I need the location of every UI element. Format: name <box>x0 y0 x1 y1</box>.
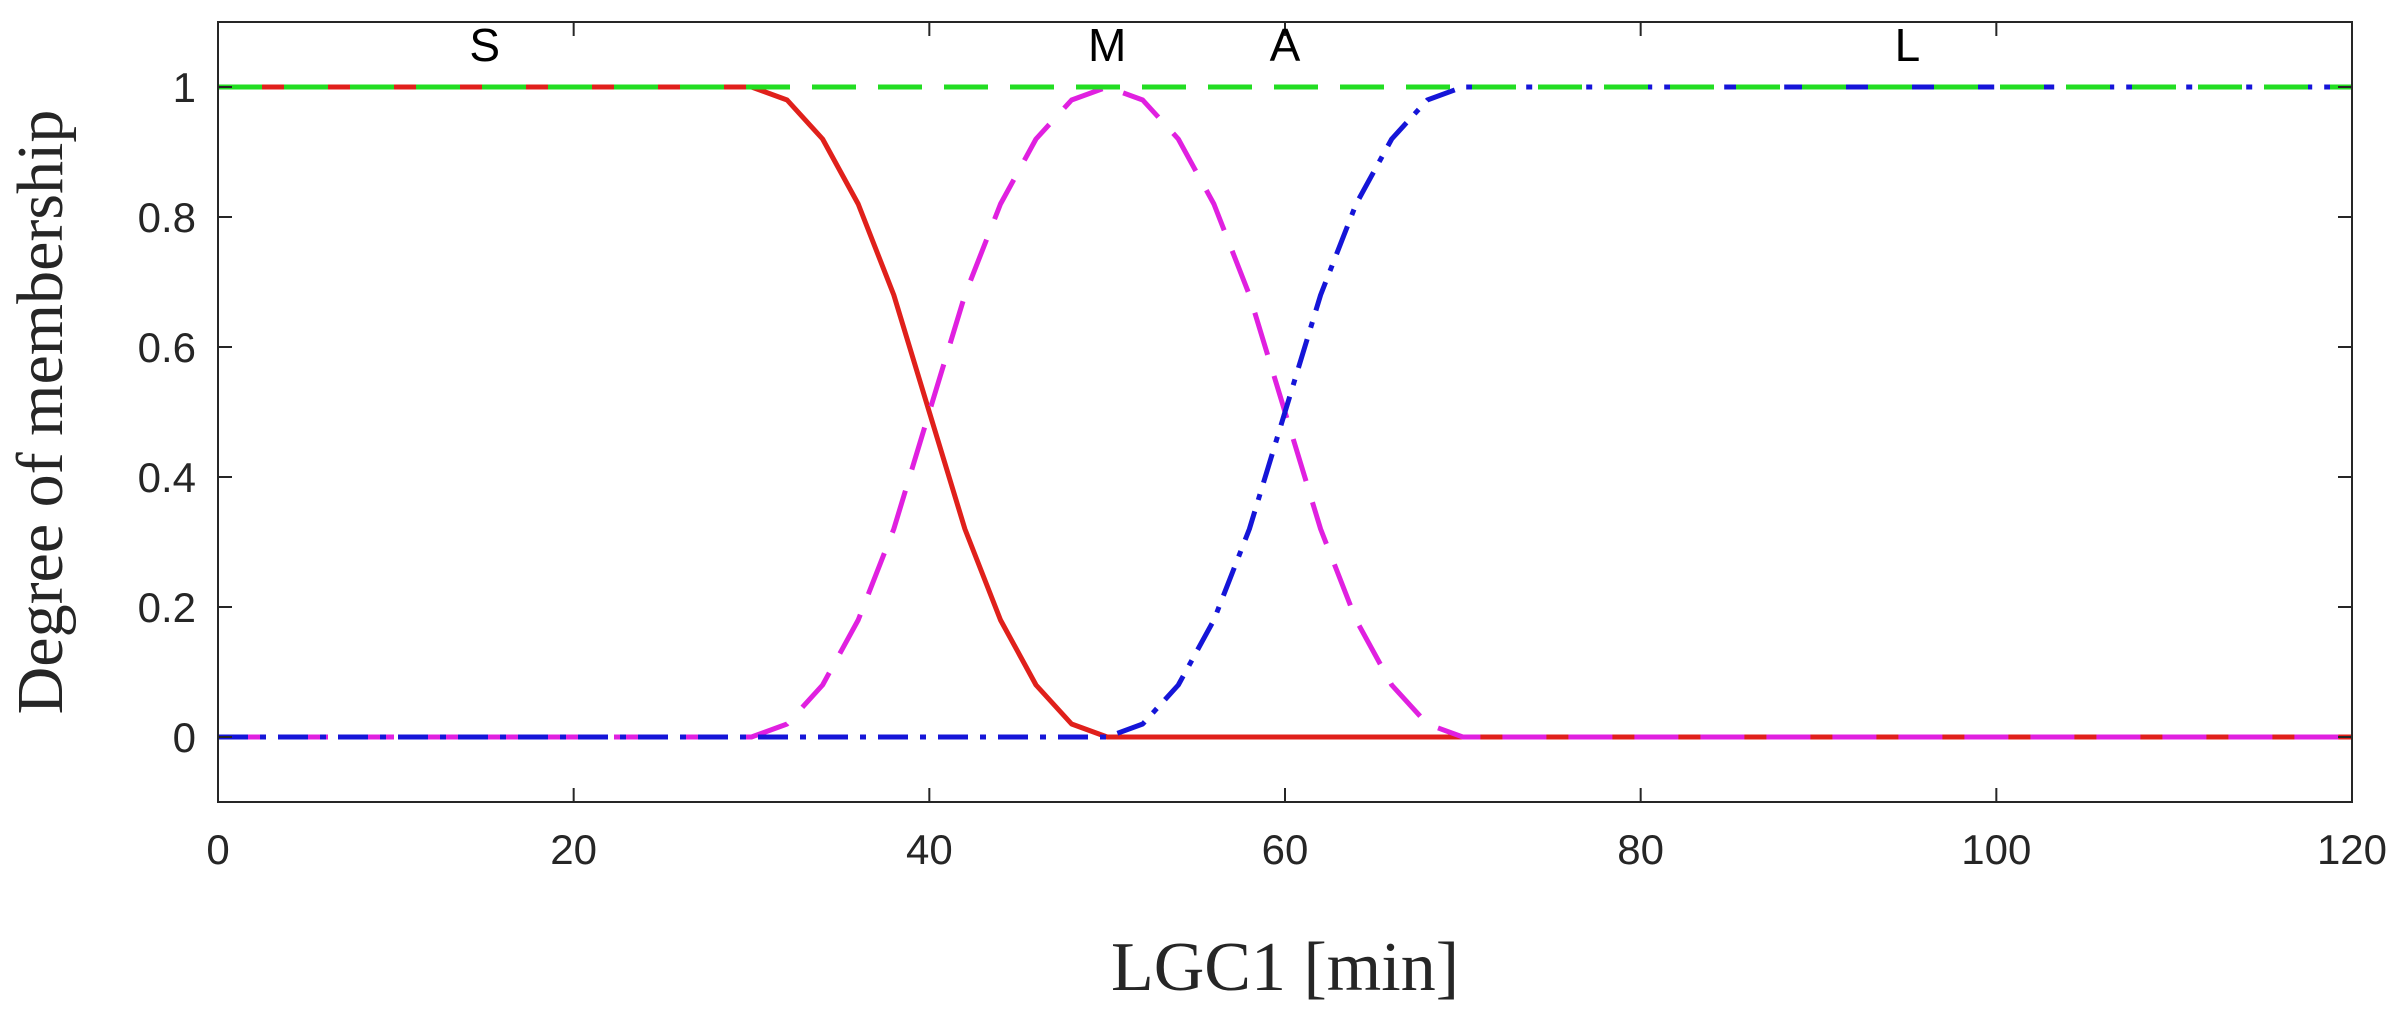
set-label-l: L <box>1895 19 1921 71</box>
set-label-a: A <box>1270 19 1301 71</box>
x-axis-title: LGC1 [min] <box>1111 929 1459 1006</box>
tick-layer: 0 20 40 60 80 100 120 0 0.2 0.4 0.6 0.8 1 <box>138 22 2387 873</box>
y-tick-label: 0.4 <box>138 454 196 501</box>
x-tick-label: 20 <box>550 826 597 873</box>
x-tick-label: 40 <box>906 826 953 873</box>
x-tick-label: 80 <box>1617 826 1664 873</box>
x-tick-label: 60 <box>1262 826 1309 873</box>
y-tick-label: 0.6 <box>138 324 196 371</box>
set-label-s: S <box>469 19 500 71</box>
x-tick-label: 100 <box>1961 826 2031 873</box>
y-tick-label: 0.8 <box>138 194 196 241</box>
set-label-m: M <box>1088 19 1126 71</box>
y-axis-title: Degree of membership <box>4 110 77 715</box>
y-tick-label: 0.2 <box>138 584 196 631</box>
series-layer <box>218 84 2352 740</box>
series-line-s <box>218 84 2352 740</box>
series-line-m <box>218 84 2352 740</box>
y-tick-label: 0 <box>173 714 196 761</box>
series-line-a <box>218 84 2352 740</box>
x-tick-label: 0 <box>206 826 229 873</box>
x-tick-label: 120 <box>2317 826 2387 873</box>
y-tick-label: 1 <box>173 64 196 111</box>
